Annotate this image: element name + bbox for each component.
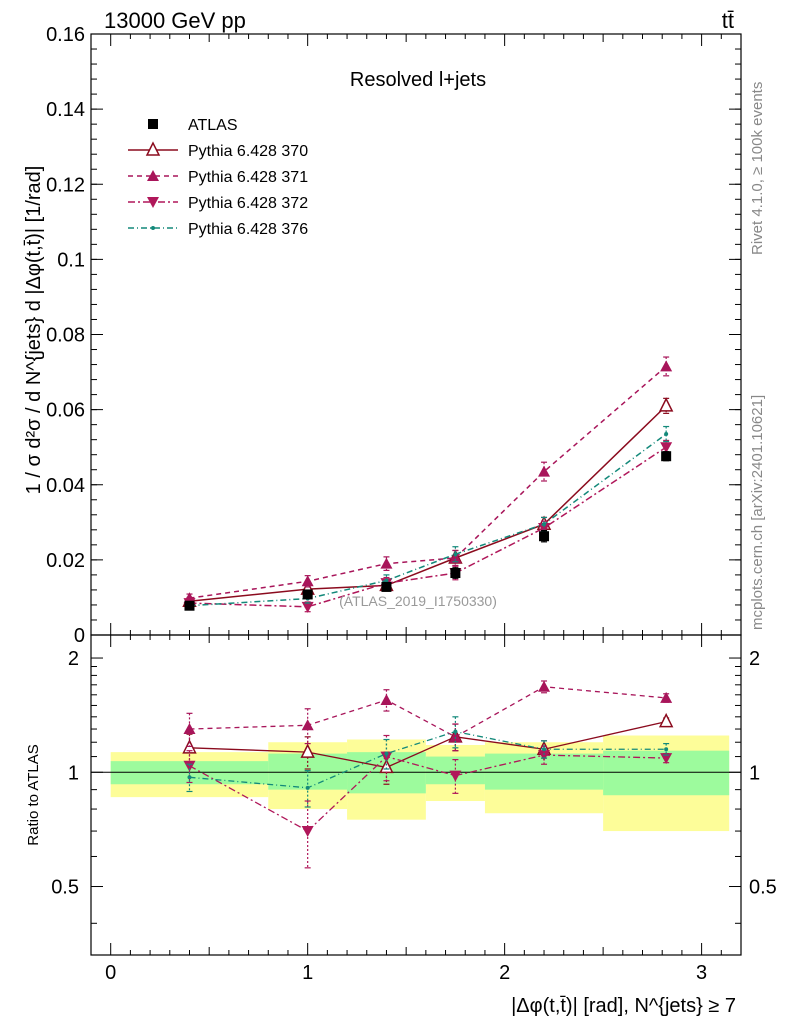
- y-tick-label: 0.12: [46, 174, 85, 196]
- rivet-label: Rivet 4.1.0, ≥ 100k events: [749, 82, 766, 255]
- ratio-point-pythia-6-428-376: [664, 747, 669, 752]
- ratio-tick-label: 2: [68, 648, 79, 670]
- ratio-tick-label: 1: [68, 762, 79, 784]
- ratio-point-pythia-6-428-372: [183, 760, 196, 772]
- ratio-point-pythia-6-428-372: [660, 753, 673, 765]
- ratio-point-pythia-6-428-376: [453, 729, 458, 734]
- point-atlas: [539, 531, 550, 542]
- point-pythia-6-428-370: [658, 397, 674, 412]
- y-tick-label: 0.14: [46, 99, 85, 121]
- y-tick-label: 0.08: [46, 325, 85, 347]
- ratio-tick-label-right: 2: [749, 648, 760, 670]
- x-axis-label: |Δφ(t,t̄)| [rad], N^{jets} ≥ 7: [511, 995, 736, 1017]
- legend-label-pythia-6-428-376: Pythia 6.428 376: [188, 221, 308, 238]
- ratio-point-pythia-6-428-371: [660, 691, 673, 703]
- point-pythia-6-428-371: [301, 575, 314, 587]
- ratio-axis-label: Ratio to ATLAS: [25, 744, 42, 845]
- ratio-tick-label-right: 0.5: [749, 877, 777, 899]
- point-atlas: [381, 581, 392, 592]
- axis-ticks: 0 1 2 3 0 0.02 0.04 0.06 0.08 0.1 0.12 0.14 0.16 0.5 0…: [46, 24, 777, 984]
- legend: ATLAS Pythia 6.428 370 Pythia 6.428 371 Pyt…: [128, 117, 308, 238]
- y-tick-label: 0.1: [57, 249, 85, 271]
- point-pythia-6-428-371: [449, 551, 462, 563]
- point-pythia-6-428-372: [538, 522, 551, 534]
- analysis-tag: (ATLAS_2019_I1750330): [339, 593, 497, 609]
- ratio-point-pythia-6-428-372: [301, 826, 314, 838]
- point-pythia-6-428-372: [301, 601, 314, 613]
- ratio-tick-label: 0.5: [51, 877, 79, 899]
- ratio-series-group: [182, 680, 674, 869]
- source-label: mcplots.cern.ch [arXiv:2401.10621]: [749, 395, 766, 630]
- legend-marker-pythia-6-428-372: [147, 197, 159, 208]
- legend-label-pythia-6-428-372: Pythia 6.428 372: [188, 195, 308, 212]
- legend-label-atlas: ATLAS: [188, 117, 238, 134]
- ratio-point-pythia-6-428-376: [305, 785, 310, 790]
- y-tick-label: 0.16: [46, 24, 85, 46]
- point-atlas: [184, 600, 195, 611]
- y-tick-label: 0.02: [46, 550, 85, 572]
- point-atlas: [450, 568, 461, 579]
- ratio-point-pythia-6-428-370: [300, 743, 315, 758]
- ratio-line-pythia-6-428-370: [189, 720, 667, 769]
- ratio-point-pythia-6-428-372: [538, 750, 551, 762]
- point-pythia-6-428-376: [542, 522, 547, 527]
- y-tick-label: 0.06: [46, 400, 85, 422]
- point-atlas: [302, 589, 313, 600]
- x-tick-label: 1: [302, 962, 313, 984]
- legend-marker-atlas: [148, 119, 158, 129]
- ratio-point-pythia-6-428-371: [301, 719, 314, 731]
- ratio-point-pythia-6-428-371: [380, 694, 393, 706]
- ratio-point-pythia-6-428-371: [538, 680, 551, 692]
- ratio-point-pythia-6-428-376: [384, 751, 389, 756]
- y-axis-label: 1 / σ d²σ / d N^{jets} d |Δφ(t,t̄)| [1/r…: [23, 166, 45, 495]
- ratio-point-pythia-6-428-371: [183, 723, 196, 735]
- point-pythia-6-428-371: [660, 360, 673, 372]
- y-tick-label: 0.04: [46, 475, 85, 497]
- point-pythia-6-428-376: [664, 432, 669, 437]
- line-pythia-6-428-372: [189, 446, 667, 608]
- point-pythia-6-428-376: [453, 552, 458, 557]
- ratio-tick-label-right: 1: [749, 762, 760, 784]
- ratio-plot-frame: [90, 634, 742, 956]
- line-pythia-6-428-376: [189, 433, 667, 607]
- ratio-line-pythia-6-428-372: [189, 754, 667, 832]
- line-pythia-6-428-371: [189, 365, 667, 599]
- ratio-point-pythia-6-428-372: [449, 770, 462, 782]
- legend-marker-pythia-6-428-376: [151, 226, 155, 230]
- x-tick-label: 2: [499, 962, 510, 984]
- legend-marker-pythia-6-428-370: [145, 141, 161, 156]
- line-pythia-6-428-370: [189, 405, 667, 602]
- y-tick-label: 0: [74, 625, 85, 647]
- legend-marker-pythia-6-428-371: [147, 170, 159, 181]
- legend-label-pythia-6-428-371: Pythia 6.428 371: [188, 169, 308, 186]
- point-pythia-6-428-376: [384, 578, 389, 583]
- point-pythia-6-428-371: [538, 465, 551, 477]
- point-atlas: [661, 451, 672, 462]
- ratio-point-pythia-6-428-376: [187, 775, 192, 780]
- main-series-group: [182, 356, 674, 613]
- point-pythia-6-428-372: [660, 442, 673, 454]
- legend-label-pythia-6-428-370: Pythia 6.428 370: [188, 143, 308, 160]
- x-tick-label: 3: [696, 962, 707, 984]
- ratio-line-pythia-6-428-371: [189, 686, 667, 738]
- x-tick-label: 0: [105, 962, 116, 984]
- ratio-point-pythia-6-428-370: [658, 712, 674, 728]
- point-pythia-6-428-371: [380, 557, 393, 569]
- ratio-point-pythia-6-428-376: [542, 747, 547, 752]
- chart-title: Resolved l+jets: [350, 69, 486, 91]
- process-label: tt̄: [722, 8, 734, 33]
- ratio-point-pythia-6-428-371: [449, 730, 462, 742]
- energy-label: 13000 GeV pp: [104, 8, 246, 33]
